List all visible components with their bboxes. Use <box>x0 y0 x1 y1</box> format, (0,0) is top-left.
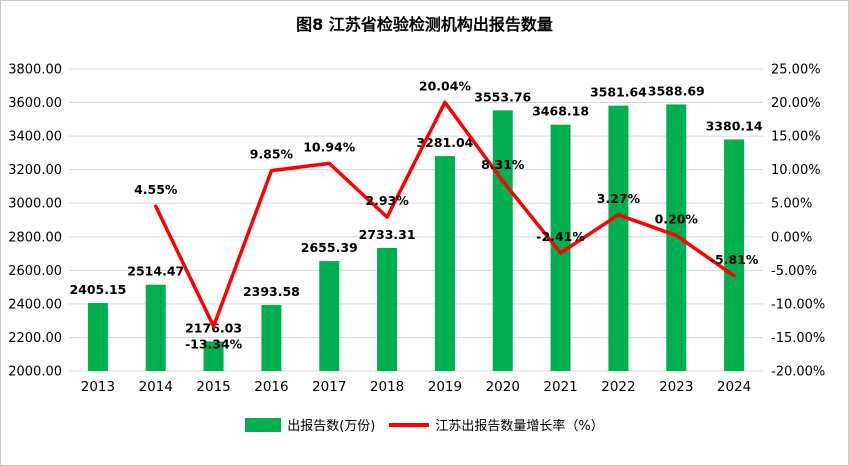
bar-2019 <box>434 156 455 371</box>
bar-label: 3380.14 <box>706 118 763 133</box>
bar-2021 <box>550 124 571 371</box>
bar-2014 <box>145 284 166 371</box>
line-label: 20.04% <box>419 78 472 93</box>
legend-line-label: 江苏出报告数量增长率（%） <box>435 419 604 434</box>
bar-2022 <box>608 105 629 371</box>
legend-item-line: 江苏出报告数量增长率（%） <box>389 415 604 434</box>
right-axis-tick: 5.00% <box>771 197 812 212</box>
bar-label: 2393.58 <box>243 284 300 299</box>
x-axis-label: 2015 <box>196 379 230 395</box>
line-label: 2.93% <box>365 193 409 208</box>
bar-2020 <box>492 110 513 371</box>
bar-label: 3468.18 <box>532 104 589 119</box>
chart-plot: 2000.00 2200.00 2400.00 2600.00 2800.00 3000.… <box>8 63 825 396</box>
right-axis-tick: -10.00% <box>771 297 825 312</box>
bar-label: 2655.39 <box>301 240 358 255</box>
line-label: 3.27% <box>597 191 641 206</box>
x-axis-label: 2019 <box>428 379 462 395</box>
right-axis-tick: -15.00% <box>771 331 825 346</box>
chart-title: 图8 江苏省检验检测机构出报告数量 <box>296 15 553 34</box>
line-label: 10.94% <box>303 139 356 154</box>
bar-2015 <box>203 341 224 371</box>
right-axis-tick: 0.00% <box>771 230 812 245</box>
x-axis-label: 2022 <box>601 379 635 395</box>
x-axis-label: 2014 <box>139 379 173 395</box>
chart-legend: 出报告数(万份) 江苏出报告数量增长率（%） <box>1 415 848 434</box>
right-axis-tick: 10.00% <box>771 163 821 178</box>
bar-2016 <box>261 304 282 371</box>
left-axis-tick: 3400.00 <box>8 130 62 145</box>
legend-item-bars: 出报告数(万份) <box>245 415 375 434</box>
line-label: 8.31% <box>481 157 525 172</box>
x-axis-label: 2020 <box>486 379 520 395</box>
bar-label: 2733.31 <box>359 227 416 242</box>
left-axis-tick: 3800.00 <box>8 63 62 78</box>
x-axis-label: 2023 <box>659 379 693 395</box>
line-label: -13.34% <box>185 336 243 351</box>
bar-2018 <box>377 247 398 371</box>
bar-2024 <box>724 139 745 371</box>
left-axis-tick: 2600.00 <box>8 264 62 279</box>
bar-swatch-icon <box>245 417 282 432</box>
line-label: 4.55% <box>134 182 178 197</box>
right-axis-tick: 25.00% <box>771 63 821 78</box>
left-axis-tick: 2800.00 <box>8 230 62 245</box>
bar-label: 3553.76 <box>474 89 531 104</box>
x-axis-label: 2016 <box>254 379 288 395</box>
x-axis-label: 2018 <box>370 379 404 395</box>
right-axis-tick: 15.00% <box>771 130 821 145</box>
x-axis-label: 2017 <box>312 379 346 395</box>
bar-label: 2514.47 <box>127 264 184 279</box>
x-axis-label: 2024 <box>717 379 751 395</box>
bar-2023 <box>666 104 687 371</box>
bar-label: 3281.04 <box>416 135 473 150</box>
right-axis-tick: -5.00% <box>771 264 817 279</box>
left-axis-tick: 3600.00 <box>8 96 62 111</box>
bar-2013 <box>87 303 108 371</box>
line-label: 0.20% <box>655 211 699 226</box>
bar-label: 2405.15 <box>69 282 126 297</box>
legend-bars-label: 出报告数(万份) <box>287 419 376 434</box>
line-swatch-icon <box>389 422 430 427</box>
line-label: 9.85% <box>250 147 294 162</box>
x-axis-label: 2013 <box>81 379 115 395</box>
left-axis-tick: 2000.00 <box>8 365 62 380</box>
right-axis-tick: 20.00% <box>771 96 821 111</box>
left-axis-tick: 3200.00 <box>8 163 62 178</box>
bar-label: 3581.64 <box>590 85 647 100</box>
line-label: -2.41% <box>536 229 585 244</box>
right-axis-tick: -20.00% <box>771 365 825 380</box>
line-label: -5.81% <box>710 252 759 267</box>
left-axis-tick: 2200.00 <box>8 331 62 346</box>
bar-2017 <box>319 261 340 371</box>
x-axis-label: 2021 <box>543 379 577 395</box>
left-axis-tick: 2400.00 <box>8 297 62 312</box>
growth-rate-line <box>154 100 736 329</box>
left-axis-tick: 3000.00 <box>8 197 62 212</box>
bar-label: 3588.69 <box>648 83 705 98</box>
